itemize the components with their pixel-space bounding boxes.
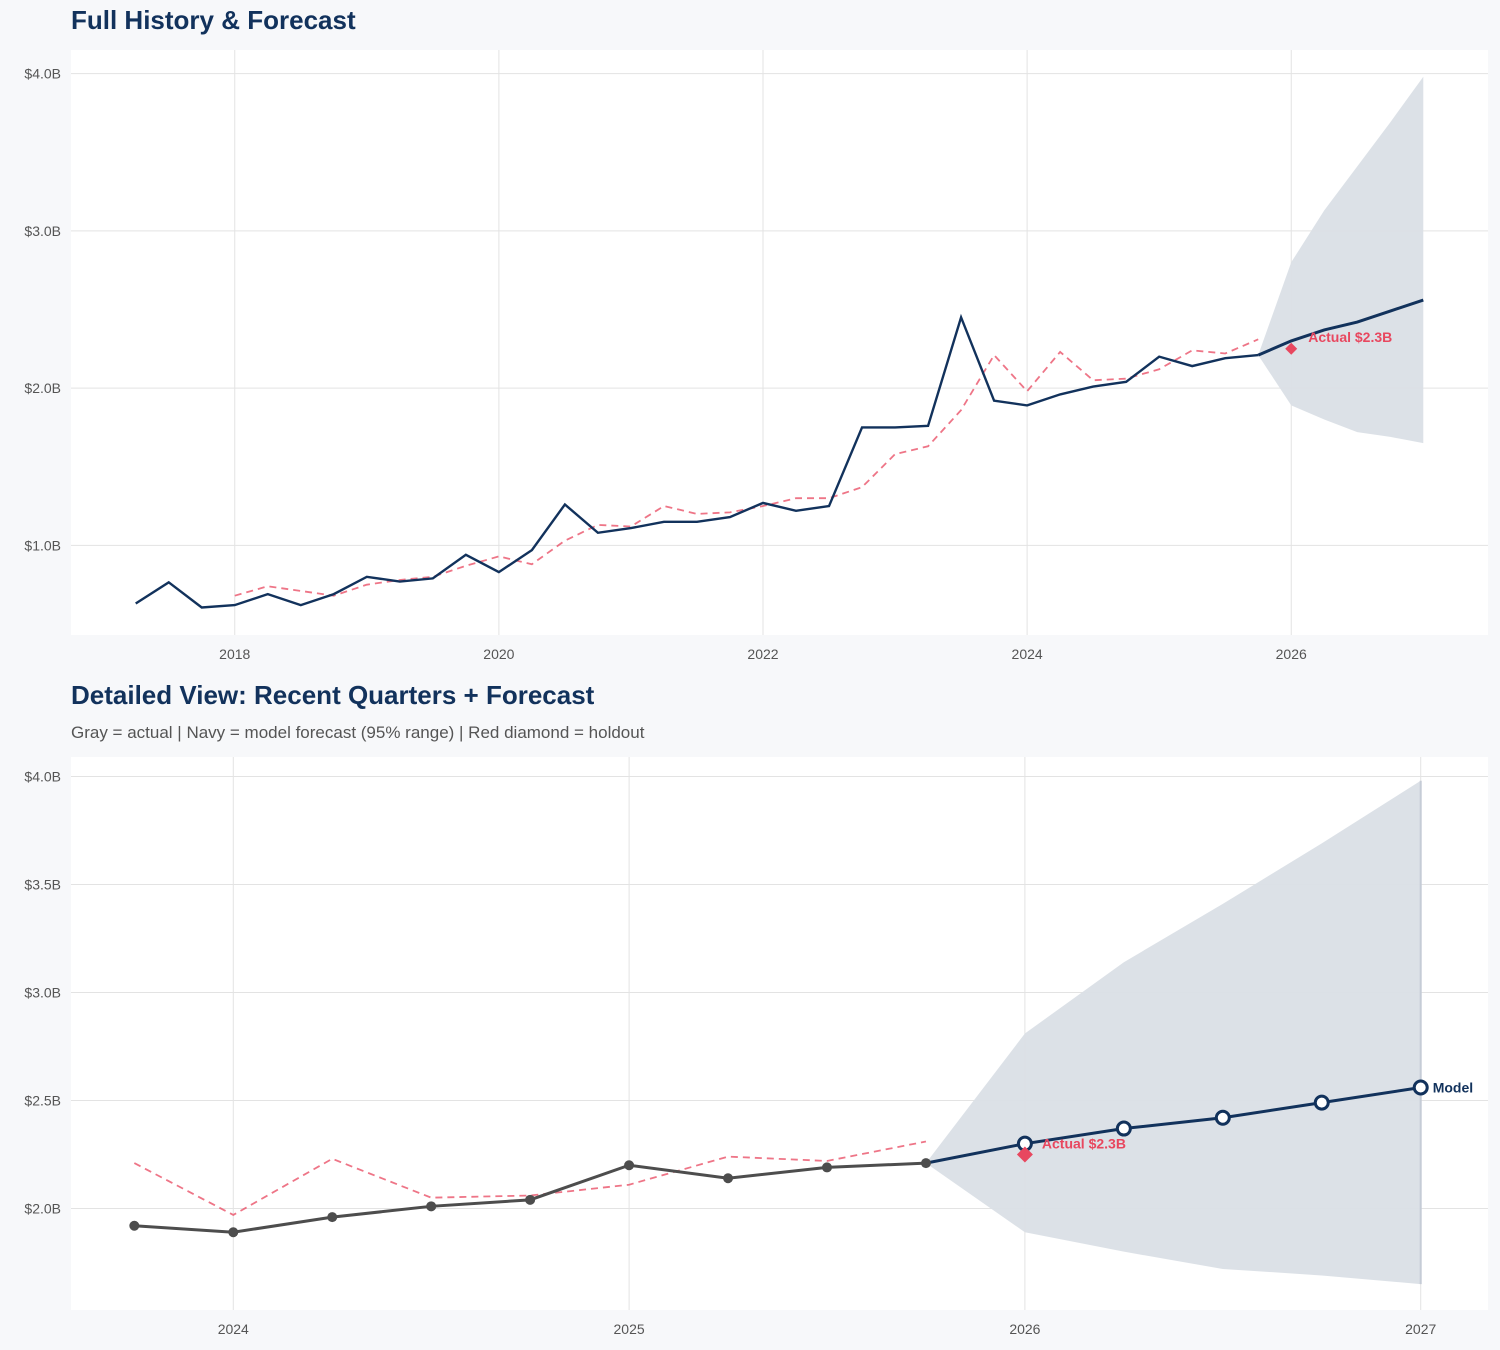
top-chart-title: Full History & Forecast [71,5,356,35]
x-tick-label: 2027 [1405,1321,1436,1337]
forecast-line [925,1086,1421,1165]
bottom-chart-title: Detailed View: Recent Quarters + Forecas… [71,680,595,710]
holdout-diamond [1285,342,1298,355]
actual-point [920,1158,931,1169]
y-tick-label: $2.0B [24,1200,61,1216]
history-chart: $1.0B $2.0B $3.0B $4.0B 2018 2020 2022 2024 2026… [24,50,1488,662]
y-tick-label: $3.0B [24,223,61,239]
forecast-band [1258,76,1424,444]
x-tick-label: 2022 [747,646,778,662]
actual-point [426,1201,437,1212]
y-tick-label: $2.0B [24,380,61,396]
forecast-line [1257,298,1424,357]
x-tick-label: 2020 [483,646,514,662]
y-tick-label: $1.0B [24,537,61,553]
fitted-line [133,1140,927,1216]
x-tick-label: 2025 [614,1321,645,1337]
bottom-chart-subtitle: Gray = actual | Navy = model forecast (9… [71,723,645,742]
y-tick-label: $4.0B [24,768,61,784]
x-tick-label: 2018 [219,646,250,662]
actual-point [624,1160,635,1171]
forecast-label: Model [1433,1080,1473,1096]
actual-point [129,1220,140,1231]
forecast-band [925,780,1421,1285]
actual-line [135,313,1259,609]
forecast-point [1313,1094,1330,1111]
y-tick-label: $4.0B [24,66,61,82]
holdout-label: Actual $2.3B [1308,329,1392,345]
x-tick-label: 2024 [218,1321,249,1337]
fitted-line [234,338,1259,597]
plot-area [71,50,1488,635]
y-tick-label: $3.5B [24,876,61,892]
actual-point [525,1194,536,1205]
forecast-point [1115,1120,1132,1137]
actual-point [228,1227,239,1238]
holdout-diamond [1016,1146,1033,1163]
x-tick-label: 2024 [1012,646,1043,662]
x-tick-label: 2026 [1009,1321,1040,1337]
actual-point [821,1162,832,1173]
y-tick-label: $2.5B [24,1092,61,1108]
actual-point [327,1212,338,1223]
detail-chart: $2.0B $2.5B $3.0B $3.5B $4.0B 2024 2025 2026 202… [24,757,1488,1337]
holdout-label: Actual $2.3B [1042,1135,1126,1151]
x-tick-label: 2026 [1276,646,1307,662]
forecast-point [1412,1079,1429,1096]
actual-point [723,1173,734,1184]
y-tick-label: $3.0B [24,984,61,1000]
forecast-point [1214,1109,1231,1126]
